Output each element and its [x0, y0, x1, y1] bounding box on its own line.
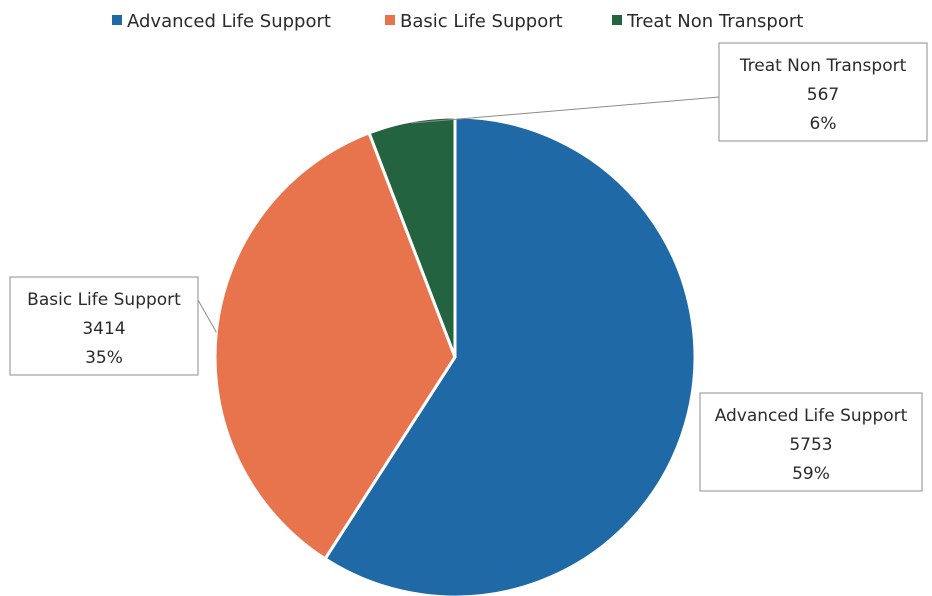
pie-slice-advanced-life-support	[323, 115, 697, 596]
legend-label-advanced-life-support: Advanced Life Support	[127, 11, 331, 32]
legend-label-treat-non-transport: Treat Non Transport	[626, 11, 803, 32]
leader-line-treat-non-transport	[411, 96, 720, 124]
legend-marker-basic-life-support	[385, 15, 395, 25]
data-label-value-basic-life-support: 3414	[82, 319, 125, 339]
data-label-advanced-life-support: Advanced Life Support 5753 59%	[699, 392, 923, 492]
data-label-value-treat-non-transport: 567	[807, 85, 839, 105]
data-label-box-treat-non-transport	[718, 42, 928, 142]
data-label-box-advanced-life-support	[699, 392, 923, 492]
pie-slices	[213, 115, 697, 596]
data-label-value-advanced-life-support: 5753	[789, 435, 832, 455]
data-label-category-basic-life-support: Basic Life Support	[27, 290, 181, 310]
legend-marker-advanced-life-support	[112, 15, 122, 25]
legend-marker-treat-non-transport	[612, 15, 622, 25]
data-label-box-basic-life-support	[9, 276, 199, 376]
pie-slice-treat-non-transport	[367, 115, 457, 358]
data-label-basic-life-support: Basic Life Support 3414 35%	[9, 276, 217, 376]
data-label-category-treat-non-transport: Treat Non Transport	[739, 56, 907, 76]
data-label-category-advanced-life-support: Advanced Life Support	[715, 406, 908, 426]
data-label-treat-non-transport: Treat Non Transport 567 6%	[411, 42, 928, 142]
leader-line-basic-life-support	[197, 299, 217, 333]
data-labels: Advanced Life Support 5753 59% Basic Life S…	[9, 42, 928, 492]
chart-legend: Advanced Life Support Basic Life Support T…	[112, 11, 803, 32]
data-label-percent-treat-non-transport: 6%	[810, 114, 837, 134]
legend-label-basic-life-support: Basic Life Support	[400, 11, 563, 32]
data-label-percent-advanced-life-support: 59%	[792, 464, 830, 484]
data-label-percent-basic-life-support: 35%	[85, 348, 123, 368]
pie-slice-basic-life-support	[213, 130, 457, 561]
